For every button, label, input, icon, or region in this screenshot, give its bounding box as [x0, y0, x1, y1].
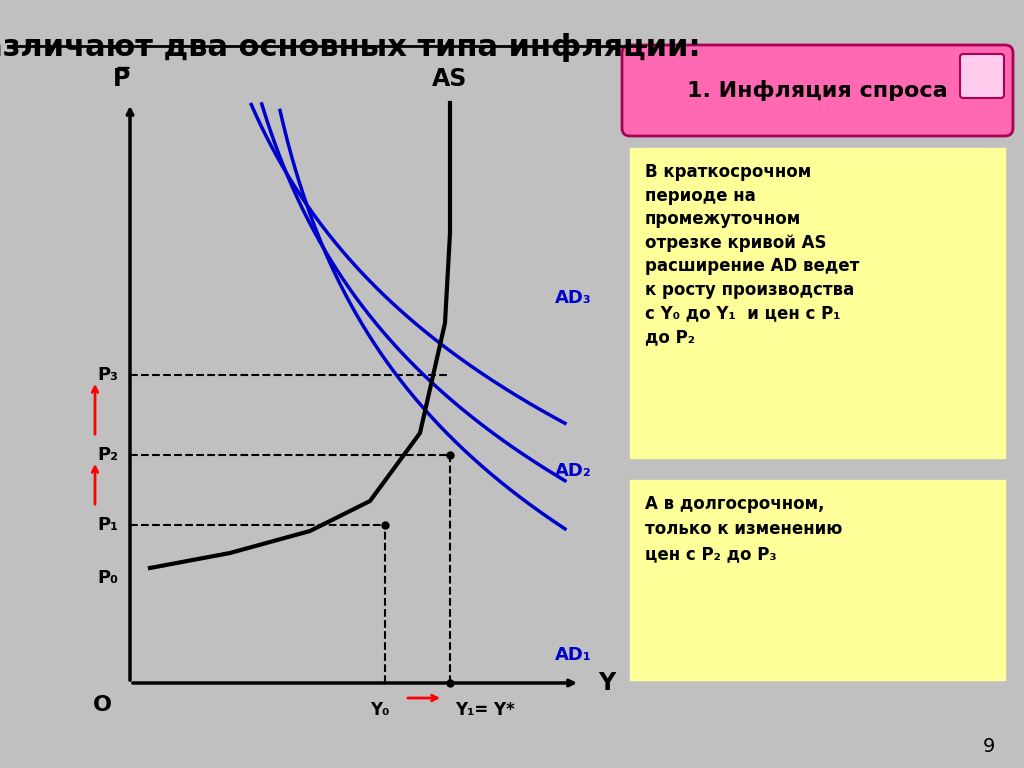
Text: AD₁: AD₁	[555, 646, 592, 664]
Text: Y: Y	[598, 671, 615, 695]
Text: В краткосрочном
периоде на
промежуточном
отрезке кривой AS
расширение AD ведет
к: В краткосрочном периоде на промежуточном…	[645, 163, 859, 346]
Text: AS: AS	[432, 67, 468, 91]
Text: AD₃: AD₃	[555, 289, 592, 307]
Text: Различают два основных типа инфляции:: Различают два основных типа инфляции:	[0, 33, 700, 62]
Text: P̅: P̅	[114, 67, 131, 91]
Text: AD₂: AD₂	[555, 462, 592, 480]
Text: 9: 9	[983, 737, 995, 756]
Text: А в долгосрочном,
только к изменению
цен с P₂ до P₃: А в долгосрочном, только к изменению цен…	[645, 495, 843, 563]
FancyBboxPatch shape	[961, 54, 1004, 98]
Text: Y₁= Y*: Y₁= Y*	[455, 701, 515, 719]
FancyBboxPatch shape	[630, 480, 1005, 680]
FancyBboxPatch shape	[630, 148, 1005, 458]
Text: P₃: P₃	[97, 366, 118, 384]
Text: P₀: P₀	[97, 569, 118, 587]
Text: P₁: P₁	[97, 516, 118, 534]
FancyBboxPatch shape	[622, 45, 1013, 136]
Text: P₂: P₂	[97, 446, 118, 464]
Text: O: O	[92, 695, 112, 715]
Text: 1. Инфляция спроса: 1. Инфляция спроса	[687, 80, 948, 101]
Text: Y₀: Y₀	[371, 701, 390, 719]
